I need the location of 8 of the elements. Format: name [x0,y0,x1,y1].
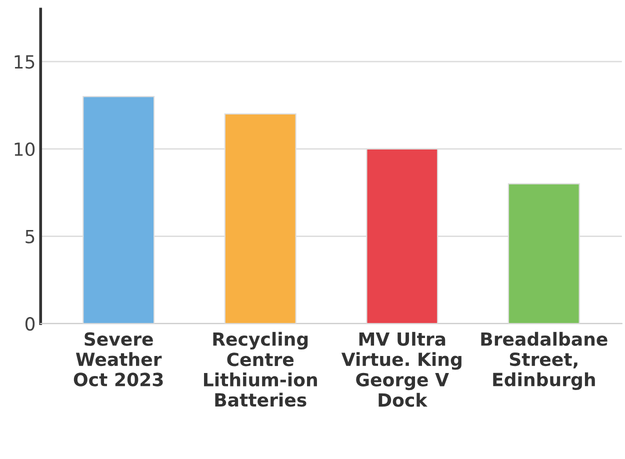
x-tick-label: Severe Weather Oct 2023 [74,332,163,386]
y-tick-label: 0 [25,317,35,331]
y-tick-label: 5 [26,230,34,244]
x-tick-label: MV Ultra Virtue. King George V Dock [341,332,462,407]
x-tick-label: Breadalbane Street, Edinburgh [481,332,608,390]
y-tick-label: 10 [14,142,35,156]
y-tick-label: 15 [14,55,34,69]
x-tick-label: Recycling Centre Lithium-ion Batteries [204,332,317,407]
